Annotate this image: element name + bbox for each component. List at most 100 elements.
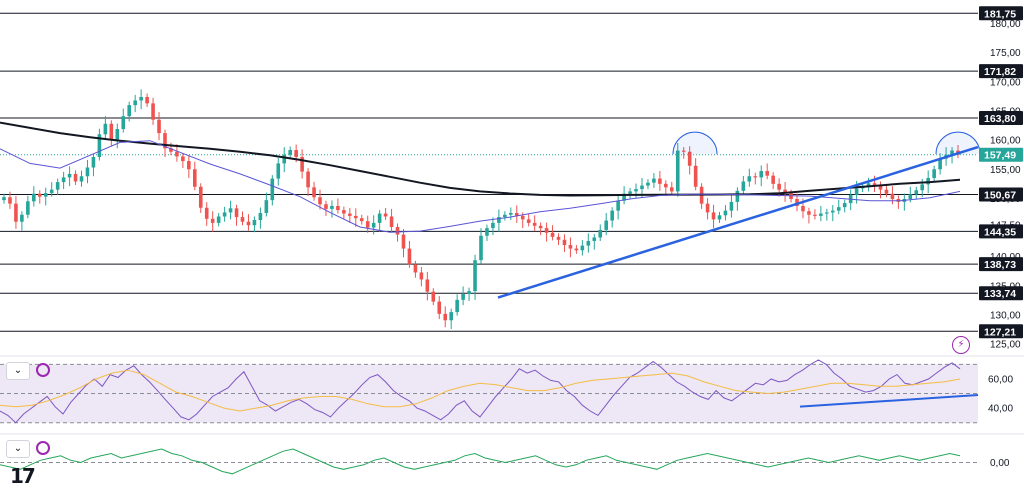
candle-body [330, 205, 334, 209]
candle-body [741, 181, 746, 191]
candle-body [336, 205, 340, 211]
candle-body [670, 187, 674, 192]
candle-body [807, 211, 811, 215]
candle-body [854, 188, 859, 195]
candle-body [8, 197, 12, 204]
candle-body [288, 150, 292, 155]
candle-body [79, 176, 84, 182]
candle-body [765, 171, 769, 176]
candle-body [795, 198, 799, 206]
candle-body [479, 235, 483, 261]
candle-body [377, 213, 382, 223]
level-badge [979, 64, 1023, 79]
candle-body [836, 207, 841, 211]
candle-body [825, 212, 829, 214]
candle-body [723, 210, 728, 216]
price-axis-tick-label: 170,00 [990, 77, 1021, 88]
candle-body [771, 175, 775, 184]
candle-body [151, 103, 155, 120]
candle-body [938, 158, 942, 170]
candle-body [920, 184, 925, 191]
double-top-arc-b [935, 131, 981, 155]
candle-body [270, 178, 275, 201]
level-badge-label: 138,73 [984, 259, 1016, 271]
candle-body [705, 203, 710, 213]
double-top-arc-a [672, 131, 718, 155]
candle-body [932, 169, 936, 178]
level-badge-label: 127,21 [984, 326, 1016, 338]
candle-body [389, 216, 394, 227]
candle-body [425, 279, 430, 292]
candle-body [85, 167, 90, 177]
candle-body [735, 190, 740, 202]
level-badge [979, 187, 1023, 202]
candle-body [216, 216, 221, 223]
candle-body [169, 148, 173, 152]
candle-body [312, 187, 316, 198]
candle-body [687, 151, 692, 166]
candle-body [234, 208, 239, 218]
level-badge [979, 257, 1023, 272]
rsi-sync-icon[interactable] [36, 363, 50, 377]
candle-body [276, 163, 281, 179]
candle-body [640, 185, 644, 190]
candle-body [306, 171, 310, 188]
candle-body [526, 219, 531, 223]
price-axis-tick-label: 130,00 [990, 311, 1021, 322]
candle-body [61, 177, 66, 183]
candle-body [890, 193, 895, 199]
rsi-collapse-button[interactable]: ⌄ [6, 362, 30, 380]
level-badge [979, 110, 1023, 125]
candle-body [497, 217, 501, 223]
candle-body [240, 217, 245, 222]
candle-body [467, 291, 471, 295]
candle-body [455, 299, 459, 313]
candle-body [544, 228, 549, 233]
candle-body [371, 222, 376, 228]
momentum-collapse-button[interactable]: ⌄ [6, 440, 30, 458]
candle-body [115, 129, 120, 140]
candle-body [503, 214, 507, 218]
level-badge-label: 171,82 [984, 66, 1016, 78]
candle-body [193, 169, 197, 187]
momentum-sync-icon[interactable] [36, 441, 50, 455]
candle-body [37, 193, 42, 197]
candle-body [324, 204, 328, 209]
candle-body [664, 183, 668, 188]
candle-body [473, 260, 477, 292]
candle-body [592, 237, 597, 241]
level-badge-label: 181,75 [984, 8, 1016, 20]
candle-body [747, 176, 752, 182]
candle-body [514, 212, 519, 216]
rsi-axis-tick-label: 60,00 [988, 374, 1013, 385]
candle-body [67, 173, 72, 178]
candle-body [20, 214, 24, 222]
candle-body [181, 156, 185, 162]
candle-body [163, 133, 167, 149]
candle-body [604, 220, 609, 230]
candle-body [437, 301, 442, 314]
ma-50-line [0, 140, 961, 233]
candle-body [204, 207, 209, 219]
candle-body [717, 215, 722, 220]
candle-body [634, 189, 638, 192]
candle-body [348, 213, 352, 216]
candle-body [258, 212, 263, 220]
candle-body [658, 178, 662, 184]
candle-body [693, 165, 698, 187]
candle-body [2, 197, 6, 201]
candle-body [294, 150, 298, 158]
rsi-trendline [799, 394, 979, 408]
candle-body [246, 221, 251, 226]
level-badge-label: 150,67 [984, 190, 1016, 202]
price-axis-tick-label: 175,00 [990, 48, 1021, 59]
candle-body [157, 119, 161, 134]
candle-body [532, 222, 537, 226]
lightning-icon[interactable]: ⚡ [952, 336, 970, 354]
level-badge-label: 144,35 [984, 226, 1016, 238]
candle-body [652, 178, 656, 183]
candle-body [884, 189, 889, 194]
candle-body [318, 197, 322, 205]
candle-body [26, 201, 30, 215]
